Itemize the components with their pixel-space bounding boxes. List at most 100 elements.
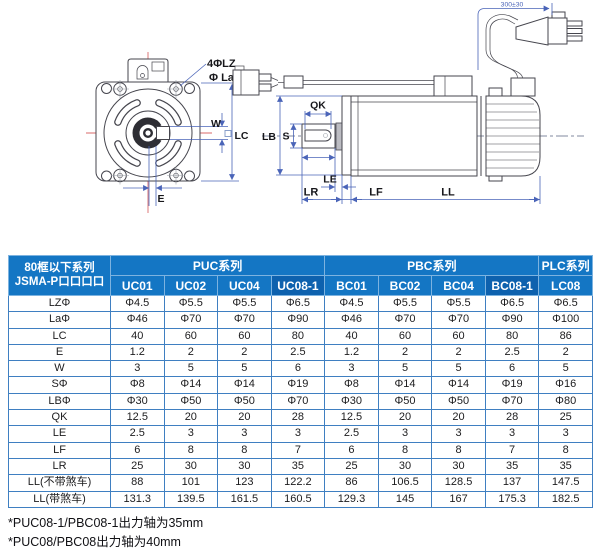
row-label: LaΦ bbox=[8, 311, 111, 329]
bolt-holes-label: 4ΦLZ bbox=[207, 58, 236, 70]
table-cell: 20 bbox=[431, 409, 486, 427]
table-cell: Φ50 bbox=[163, 392, 219, 411]
table-cell: Φ5.5 bbox=[377, 294, 433, 313]
front-view: 4ΦLZ Φ La W LC bbox=[86, 52, 249, 213]
table-cell: 137 bbox=[484, 474, 540, 492]
table-cell: 25 bbox=[538, 409, 593, 427]
shaft-circle bbox=[132, 117, 162, 149]
row-label: LZΦ bbox=[8, 294, 111, 313]
table-cell: 8 bbox=[377, 441, 433, 459]
table-cell: Φ50 bbox=[217, 392, 272, 411]
row-label: LL(带煞车) bbox=[8, 490, 111, 508]
table-cell: 3 bbox=[217, 425, 272, 443]
key-length-label: QK bbox=[310, 100, 326, 112]
shaft bbox=[301, 123, 336, 149]
table-cell: 8 bbox=[217, 441, 272, 459]
table-cell: 35 bbox=[484, 457, 540, 476]
table-cell: 5 bbox=[538, 360, 593, 378]
table-cell: 3 bbox=[431, 425, 486, 443]
cable-ferrule bbox=[283, 75, 304, 89]
column-header: UC01 bbox=[110, 275, 165, 296]
table-cell: Φ16 bbox=[538, 376, 593, 394]
table-row: LBΦ Φ30 Φ50 Φ50 Φ70 Φ30 Φ50 Φ50 Φ70 Φ80 bbox=[8, 392, 593, 411]
side-view: 300±30 QK S LB bbox=[232, 2, 584, 204]
table-cell: 8 bbox=[431, 441, 486, 459]
row-label: LC bbox=[8, 327, 111, 345]
table-cell: 175.3 bbox=[484, 490, 540, 508]
table-cell: Φ14 bbox=[217, 376, 272, 394]
row-label: QK bbox=[8, 409, 111, 427]
mounting-holes bbox=[111, 80, 185, 185]
table-cell: 1.2 bbox=[110, 343, 165, 362]
table-cell: 147.5 bbox=[538, 474, 593, 492]
row-label: LE bbox=[8, 425, 111, 443]
leader-line bbox=[179, 63, 207, 87]
connector-base bbox=[510, 77, 536, 97]
mounting-hole bbox=[111, 166, 129, 185]
table-cell: Φ70 bbox=[270, 392, 326, 411]
shaft-label: S bbox=[282, 131, 289, 143]
table-cell: 145 bbox=[377, 490, 433, 508]
dim-lc: LC bbox=[201, 82, 249, 182]
table-cell: 28 bbox=[270, 409, 326, 427]
table-cell: 128.5 bbox=[431, 474, 486, 492]
column-header: UC08-1 bbox=[270, 275, 326, 296]
group-header-plc: PLC系列 bbox=[538, 255, 593, 276]
table-row: LL(带煞车) 131.3 139.5 161.5 160.5 129.3 145 167 17… bbox=[8, 490, 593, 508]
keyway-slot bbox=[304, 129, 332, 142]
table-cell: Φ14 bbox=[163, 376, 219, 394]
table-cell: Φ70 bbox=[431, 311, 486, 329]
table-cell: Φ4.5 bbox=[324, 294, 379, 313]
table-cell: 160.5 bbox=[270, 490, 326, 508]
row-label: LL(不带煞车) bbox=[8, 474, 111, 492]
table-row: LC 40 60 60 80 40 60 60 80 86 bbox=[8, 327, 593, 345]
table-cell: Φ5.5 bbox=[431, 294, 486, 313]
table-cell: 167 bbox=[431, 490, 486, 508]
table-cell: Φ70 bbox=[377, 311, 433, 329]
table-cell: 30 bbox=[431, 457, 486, 476]
table-cell: 20 bbox=[217, 409, 272, 427]
table-cell: Φ90 bbox=[484, 311, 540, 329]
keyway bbox=[156, 126, 170, 140]
table-cell: Φ8 bbox=[110, 376, 165, 394]
footnotes: *PUC08-1/PBC08-1出力轴为35mm *PUC08/PBC08出力轴… bbox=[8, 514, 203, 551]
dim-s: S bbox=[282, 123, 302, 149]
group-header-row: 80框以下系列 JSMA-P口口口口 PUC系列 PBC系列 PLC系列 bbox=[8, 255, 593, 296]
table-cell: 6 bbox=[324, 441, 379, 459]
spec-table-body: LZΦ Φ4.5 Φ5.5 Φ5.5 Φ6.5 Φ4.5 Φ5.5 Φ5.5 Φ6.5 Φ6.5 L… bbox=[8, 294, 593, 508]
table-row: LaΦ Φ46 Φ70 Φ70 Φ90 Φ46 Φ70 Φ70 Φ90 Φ100 bbox=[8, 311, 593, 329]
cable-length-label: 300±30 bbox=[501, 2, 524, 9]
table-cell: Φ5.5 bbox=[217, 294, 272, 313]
table-cell: 2 bbox=[163, 343, 219, 362]
table-cell: 8 bbox=[538, 441, 593, 459]
table-cell: Φ8 bbox=[324, 376, 379, 394]
corner-holes bbox=[101, 83, 195, 182]
row-label: LBΦ bbox=[8, 392, 111, 411]
table-cell: Φ30 bbox=[110, 392, 165, 411]
pilot-label: LB bbox=[262, 131, 276, 143]
table-cell: Φ80 bbox=[538, 392, 593, 411]
table-cell: 30 bbox=[377, 457, 433, 476]
table-cell: Φ30 bbox=[324, 392, 379, 411]
mounting-hole bbox=[111, 80, 129, 98]
table-cell: 6 bbox=[484, 360, 540, 378]
table-row: E 1.2 2 2 2.5 1.2 2 2 2.5 2 bbox=[8, 343, 593, 362]
footnote-1: *PUC08-1/PBC08-1出力轴为35mm bbox=[8, 516, 204, 530]
table-row: LZΦ Φ4.5 Φ5.5 Φ5.5 Φ6.5 Φ4.5 Φ5.5 Φ5.5 Φ6.5 Φ6.5 bbox=[8, 294, 593, 313]
table-cell: 2.5 bbox=[324, 425, 379, 443]
table-cell: 2.5 bbox=[484, 343, 540, 362]
table-cell: 35 bbox=[538, 457, 593, 476]
column-header: BC04 bbox=[431, 275, 486, 296]
table-cell: 182.5 bbox=[538, 490, 593, 508]
flange-plate bbox=[341, 95, 352, 176]
column-header-row: UC01 UC02 UC04 UC08-1 BC01 BC02 BC04 BC08-1 LC08 bbox=[9, 275, 593, 296]
keyway-width-label: W bbox=[211, 118, 221, 130]
table-cell: 161.5 bbox=[217, 490, 272, 508]
table-cell: Φ90 bbox=[270, 311, 326, 329]
square-symbol bbox=[224, 130, 232, 137]
table-cell: 3 bbox=[110, 360, 165, 378]
table-cell: Φ70 bbox=[163, 311, 219, 329]
table-cell: 123 bbox=[217, 474, 272, 492]
table-cell: 2 bbox=[217, 343, 272, 362]
table-cell: 122.2 bbox=[270, 474, 326, 492]
